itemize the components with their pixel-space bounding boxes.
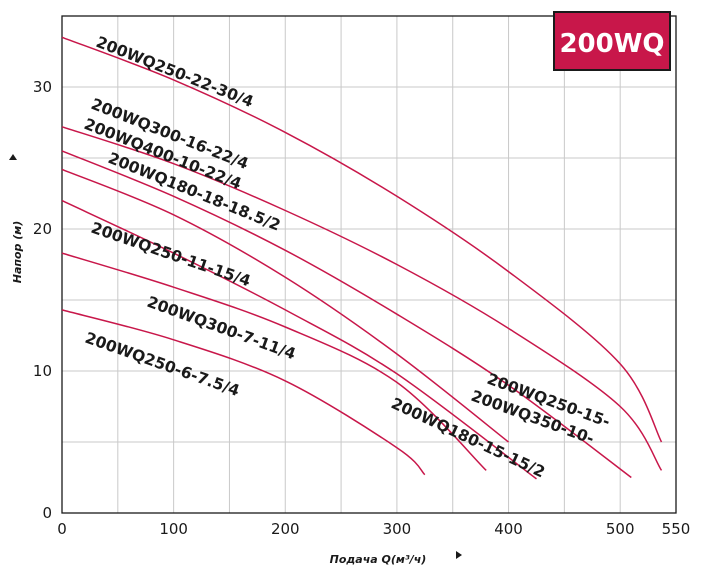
- curve-label: 200WQ250-6-7.5/4: [83, 329, 242, 400]
- curve-200WQ300-16-22/4: [61, 126, 663, 471]
- x-tick-label: 550: [662, 520, 691, 538]
- curve-200WQ300-7-11/4: [61, 252, 487, 471]
- x-tick-label: 200: [271, 520, 300, 538]
- curve-200WQ250-11-15/4: [61, 199, 537, 480]
- y-tick-label: 10: [33, 362, 52, 380]
- y-tick-label: 20: [33, 220, 52, 238]
- curve-labels: 200WQ250-22-30/4200WQ300-16-22/4200WQ400…: [82, 33, 613, 481]
- x-tick-labels: 0 100 200 300 400 500 550: [57, 520, 690, 538]
- x-tick-label: 100: [159, 520, 188, 538]
- y-axis-label: Напор (м): [11, 221, 24, 284]
- badge-text: 200WQ: [559, 29, 664, 59]
- x-tick-label: 300: [383, 520, 412, 538]
- curve-200WQ250-6-7.5/4: [61, 309, 426, 476]
- plot-frame: [61, 15, 677, 514]
- chart-badge: 200WQ: [553, 11, 671, 71]
- curve-label: 200WQ250-11-15/4: [89, 219, 253, 291]
- curve-200WQ400-10-22/4: [61, 150, 632, 479]
- curve-200WQ250-22-30/4: [61, 36, 663, 443]
- y-tick-label: 0: [42, 504, 52, 522]
- y-axis-arrow-icon: [9, 154, 17, 160]
- y-tick-label: 30: [33, 78, 52, 96]
- x-axis-arrow-icon: [456, 551, 462, 559]
- x-tick-label: 500: [606, 520, 635, 538]
- x-tick-label: 400: [494, 520, 523, 538]
- curve-200WQ180-18-18.5/2: [61, 168, 509, 443]
- x-axis-label: Подача Q(м³/ч): [330, 553, 427, 566]
- badge-box: [553, 11, 671, 71]
- y-tick-labels: 0 10 20 30: [33, 78, 52, 522]
- x-tick-label: 0: [57, 520, 67, 538]
- curves: [61, 36, 663, 480]
